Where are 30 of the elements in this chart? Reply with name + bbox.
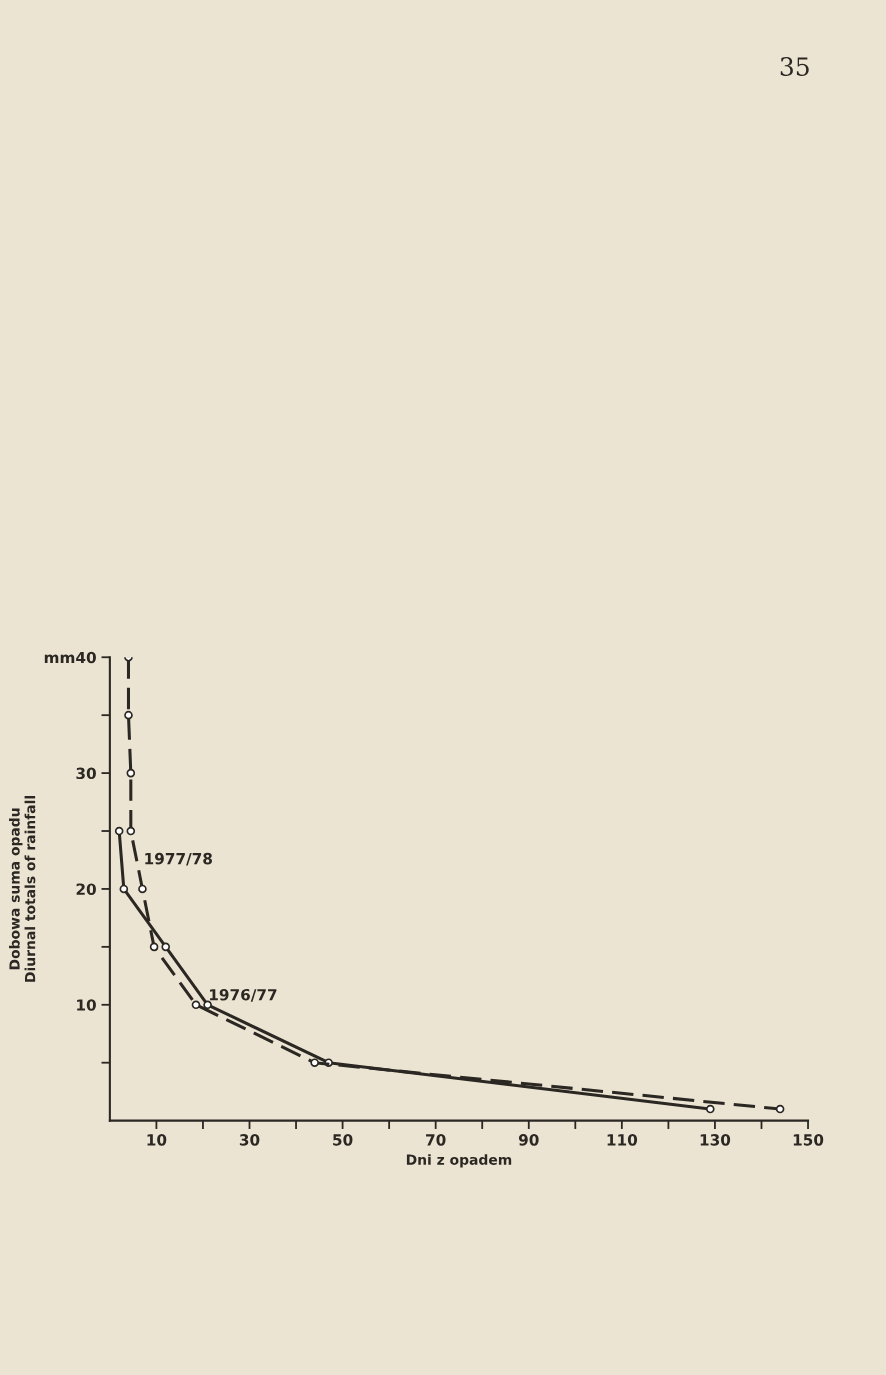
point: [124, 710, 133, 720]
point: [191, 1000, 201, 1010]
x-axis-title: Dni z opadem: [406, 1154, 512, 1168]
point: [138, 884, 147, 894]
y-tick-label: mm40: [44, 651, 96, 664]
y-tick-label: 20: [76, 883, 96, 895]
x-tick-label: 110: [607, 1134, 638, 1146]
x-tick-label: 130: [700, 1134, 731, 1146]
point: [775, 1104, 785, 1114]
point: [705, 1104, 715, 1114]
series-label: 1977/78: [145, 852, 212, 866]
point: [126, 826, 136, 836]
y-tick-label: 10: [77, 999, 96, 1011]
point: [126, 768, 136, 778]
y-axis-title: Dobowa suma opadu Diurnal totals of rainfall: [9, 796, 36, 982]
series-label: 1976/77: [209, 988, 277, 1002]
x-tick-label: 90: [518, 1134, 539, 1146]
x-tick-label: 50: [333, 1134, 353, 1146]
text: 35: [780, 57, 809, 76]
point: [310, 1058, 319, 1068]
x-tick-label: 70: [426, 1134, 446, 1146]
y-tick-label: 30: [76, 767, 96, 780]
point: [203, 1000, 212, 1010]
point: [149, 942, 159, 952]
x-tick-label: 30: [239, 1134, 260, 1146]
x-tick-label: 10: [147, 1134, 167, 1146]
point: [114, 826, 124, 836]
point: [119, 884, 129, 894]
x-tick-label: 150: [793, 1134, 824, 1146]
point: [161, 942, 171, 952]
